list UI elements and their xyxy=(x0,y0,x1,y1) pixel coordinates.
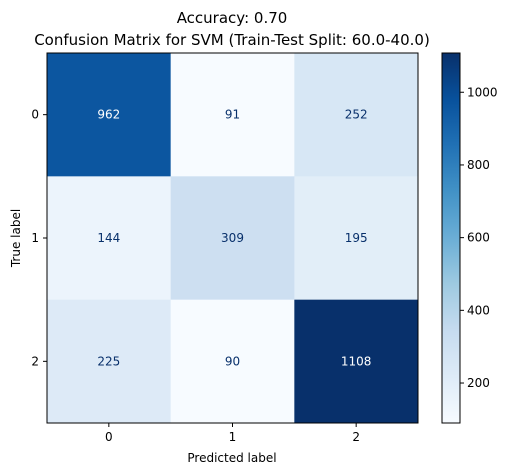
x-axis-ticks: 0 1 2 xyxy=(105,423,360,444)
y-axis-label: True label xyxy=(9,209,23,268)
colorbar-tick-label: 1000 xyxy=(467,85,498,99)
y-tick-label: 1 xyxy=(31,231,39,245)
cell-value-label: 195 xyxy=(345,231,368,245)
cell-value-label: 90 xyxy=(225,354,240,368)
y-tick-label: 2 xyxy=(31,354,39,368)
cell-value-label: 144 xyxy=(97,231,120,245)
x-tick-label: 2 xyxy=(352,430,360,444)
colorbar-tick-label: 800 xyxy=(467,158,490,172)
cell-value-label: 962 xyxy=(97,108,120,122)
y-axis-ticks: 0 1 2 xyxy=(31,108,47,369)
chart-subtitle: Confusion Matrix for SVM (Train-Test Spl… xyxy=(34,31,430,49)
cell-value-label: 91 xyxy=(225,108,240,122)
y-tick-label: 0 xyxy=(31,108,39,122)
cell-value-label: 1108 xyxy=(341,354,372,368)
colorbar-tick-label: 400 xyxy=(467,303,490,317)
cell-value-label: 252 xyxy=(345,108,368,122)
colorbar xyxy=(442,53,460,423)
colorbar-tick-label: 200 xyxy=(467,376,490,390)
colorbar-tick-label: 600 xyxy=(467,231,490,245)
cell-value-label: 309 xyxy=(221,231,244,245)
colorbar-ticks: 200 400 600 800 1000 xyxy=(460,85,498,390)
cell-value-label: 225 xyxy=(97,354,120,368)
x-tick-label: 0 xyxy=(105,430,113,444)
chart-title: Accuracy: 0.70 xyxy=(177,9,288,27)
x-tick-label: 1 xyxy=(229,430,237,444)
x-axis-label: Predicted label xyxy=(187,451,276,465)
